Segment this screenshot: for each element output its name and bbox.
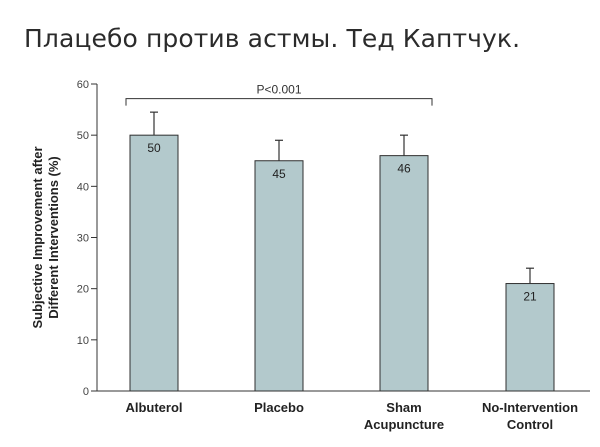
error-bars bbox=[150, 111, 534, 284]
y-tick-label: 20 bbox=[77, 284, 89, 296]
bar bbox=[254, 160, 304, 392]
data-label: 50 bbox=[147, 141, 161, 155]
data-label: 21 bbox=[523, 290, 537, 304]
category-label: Albuterol bbox=[125, 400, 182, 415]
y-axis-label-line: Different Interventions (%) bbox=[46, 156, 61, 319]
category-label: No-Intervention bbox=[482, 400, 578, 415]
category-label: Sham bbox=[386, 400, 421, 415]
data-label: 46 bbox=[397, 162, 411, 176]
y-ticks: 0 10 20 30 40 50 60 bbox=[77, 79, 97, 398]
bars bbox=[129, 134, 555, 392]
bar bbox=[505, 283, 555, 392]
category-labels: Albuterol Placebo Sham Acupuncture No-Interv… bbox=[125, 400, 578, 432]
y-axis-label: Subjective Improvement after Different In… bbox=[30, 146, 61, 328]
y-axis-label-line: Subjective Improvement after bbox=[30, 146, 45, 328]
category-label: Control bbox=[507, 417, 553, 432]
y-tick-label: 50 bbox=[77, 130, 89, 142]
value-labels: 50 45 46 21 bbox=[147, 141, 537, 303]
y-tick-label: 0 bbox=[83, 386, 89, 398]
bar bbox=[129, 134, 179, 392]
significance-bracket-line bbox=[125, 98, 433, 106]
y-tick-label: 10 bbox=[77, 335, 89, 347]
significance-label: P<0.001 bbox=[256, 83, 301, 97]
page-title: Плацебо против астмы. Тед Каптчук. bbox=[24, 24, 521, 53]
y-tick-label: 40 bbox=[77, 181, 89, 193]
y-tick-label: 60 bbox=[77, 79, 89, 91]
category-label: Placebo bbox=[254, 400, 304, 415]
data-label: 45 bbox=[272, 167, 286, 181]
y-tick-label: 30 bbox=[77, 233, 89, 245]
bar bbox=[379, 155, 429, 392]
category-label: Acupuncture bbox=[364, 417, 444, 432]
significance-bracket: P<0.001 bbox=[125, 83, 433, 106]
